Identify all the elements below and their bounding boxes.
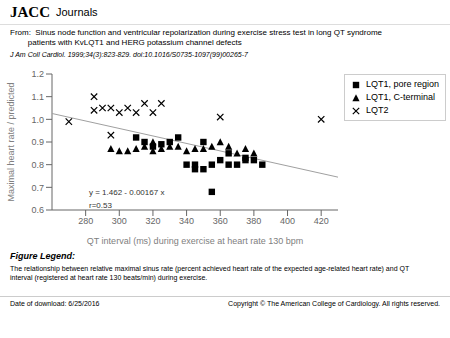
- svg-text:0.8: 0.8: [31, 160, 44, 170]
- svg-text:300: 300: [112, 216, 127, 226]
- svg-text:280: 280: [78, 216, 93, 226]
- html-text:JACC: JACC: [10, 3, 50, 20]
- html-text:LQT1, C-terminal: LQT1, C-terminal: [366, 92, 435, 102]
- svg-text:1.1: 1.1: [31, 92, 44, 102]
- svg-text:380: 380: [246, 216, 261, 226]
- svg-text:y = 1.462 - 0.00167 x: y = 1.462 - 0.00167 x: [89, 188, 164, 197]
- html-text:Figure Legend:: Figure Legend:: [10, 251, 75, 261]
- svg-text:r=0.53: r=0.53: [89, 201, 112, 210]
- html-text:LQT1, pore region: LQT1, pore region: [366, 79, 439, 89]
- svg-text:0.7: 0.7: [31, 183, 44, 193]
- html-text:J Am Coll Cardiol. 1999;34(3):: J Am Coll Cardiol. 1999;34(3):823-829. d…: [10, 51, 248, 58]
- svg-text:400: 400: [280, 216, 295, 226]
- svg-text:0.9: 0.9: [31, 137, 44, 147]
- html-text:The relationship between relat: The relationship between relative maxima…: [10, 265, 410, 281]
- svg-text:1.0: 1.0: [31, 115, 44, 125]
- svg-text:Maximal heart rate / predicted: Maximal heart rate / predicted: [8, 82, 16, 201]
- svg-text:360: 360: [213, 216, 228, 226]
- html-text:From: Sinus node function and: From: Sinus node function and ventricula…: [10, 28, 382, 47]
- svg-text:QT interval (ms) during exerci: QT interval (ms) during exercise at hear…: [87, 236, 303, 246]
- svg-text:1.2: 1.2: [31, 69, 44, 79]
- svg-text:340: 340: [179, 216, 194, 226]
- svg-text:0.6: 0.6: [31, 205, 44, 215]
- html-text:LQT2: LQT2: [366, 105, 389, 115]
- html-text:Journals: Journals: [56, 6, 98, 18]
- html-text:Date of download: 6/25/2016: Date of download: 6/25/2016: [10, 300, 100, 307]
- html-text:Copyright © The American Colle: Copyright © The American College of Card…: [228, 300, 440, 307]
- svg-text:320: 320: [145, 216, 160, 226]
- svg-text:420: 420: [314, 216, 329, 226]
